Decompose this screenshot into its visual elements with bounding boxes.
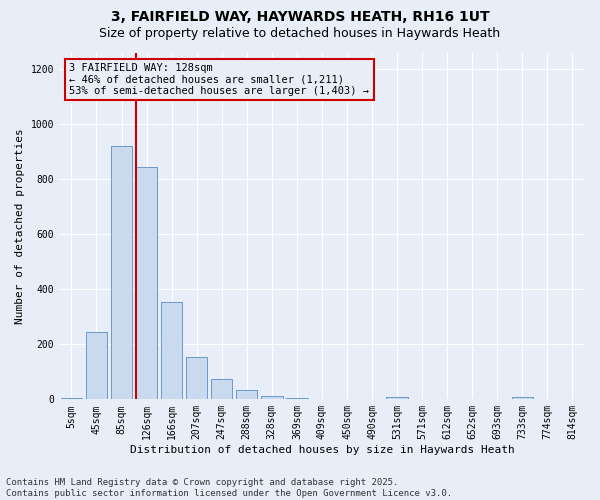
Bar: [236, 390, 257, 400]
Bar: [286, 398, 308, 400]
Text: Contains HM Land Registry data © Crown copyright and database right 2025.
Contai: Contains HM Land Registry data © Crown c…: [6, 478, 452, 498]
Text: 3, FAIRFIELD WAY, HAYWARDS HEATH, RH16 1UT: 3, FAIRFIELD WAY, HAYWARDS HEATH, RH16 1…: [110, 10, 490, 24]
Bar: [111, 146, 132, 400]
Bar: [211, 378, 232, 400]
Y-axis label: Number of detached properties: Number of detached properties: [15, 128, 25, 324]
X-axis label: Distribution of detached houses by size in Haywards Heath: Distribution of detached houses by size …: [130, 445, 514, 455]
Bar: [61, 398, 82, 400]
Bar: [186, 356, 208, 400]
Bar: [386, 396, 408, 400]
Bar: [512, 397, 533, 400]
Bar: [261, 396, 283, 400]
Bar: [161, 302, 182, 400]
Text: Size of property relative to detached houses in Haywards Heath: Size of property relative to detached ho…: [100, 28, 500, 40]
Bar: [86, 332, 107, 400]
Text: 3 FAIRFIELD WAY: 128sqm
← 46% of detached houses are smaller (1,211)
53% of semi: 3 FAIRFIELD WAY: 128sqm ← 46% of detache…: [70, 63, 370, 96]
Bar: [136, 166, 157, 400]
